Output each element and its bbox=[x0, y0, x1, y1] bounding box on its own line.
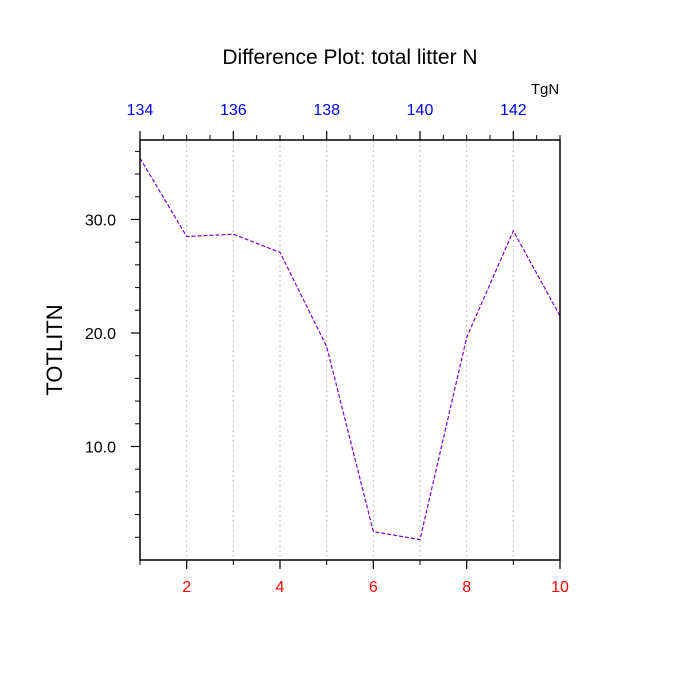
bottom-tick-label: 6 bbox=[369, 579, 378, 596]
axis-ticks: 2 4 6 8 10 134 136 138 140 142 10.0 20.0 30.0 bbox=[85, 102, 569, 596]
grid-lines bbox=[186, 140, 514, 560]
bottom-tick-label: 2 bbox=[182, 579, 191, 596]
top-tick-label: 140 bbox=[407, 102, 434, 119]
left-tick-label: 10.0 bbox=[85, 439, 116, 456]
series-layer bbox=[139, 157, 561, 541]
left-tick-label: 20.0 bbox=[85, 326, 116, 343]
top-tick-label: 134 bbox=[127, 102, 154, 119]
bottom-tick-label: 10 bbox=[551, 579, 569, 596]
top-tick-label: 142 bbox=[500, 102, 527, 119]
bottom-tick-label: 8 bbox=[462, 579, 471, 596]
chart-title: Difference Plot: total litter N bbox=[222, 46, 477, 69]
plot-frame bbox=[139, 139, 561, 561]
y-axis-label: TOTLITN bbox=[42, 304, 67, 395]
bottom-tick-label: 4 bbox=[276, 579, 285, 596]
top-tick-label: 138 bbox=[313, 102, 340, 119]
left-tick-label: 30.0 bbox=[85, 212, 116, 229]
series-line bbox=[139, 157, 561, 541]
top-tick-label: 136 bbox=[220, 102, 247, 119]
top-axis-unit-label: TgN bbox=[531, 81, 559, 98]
